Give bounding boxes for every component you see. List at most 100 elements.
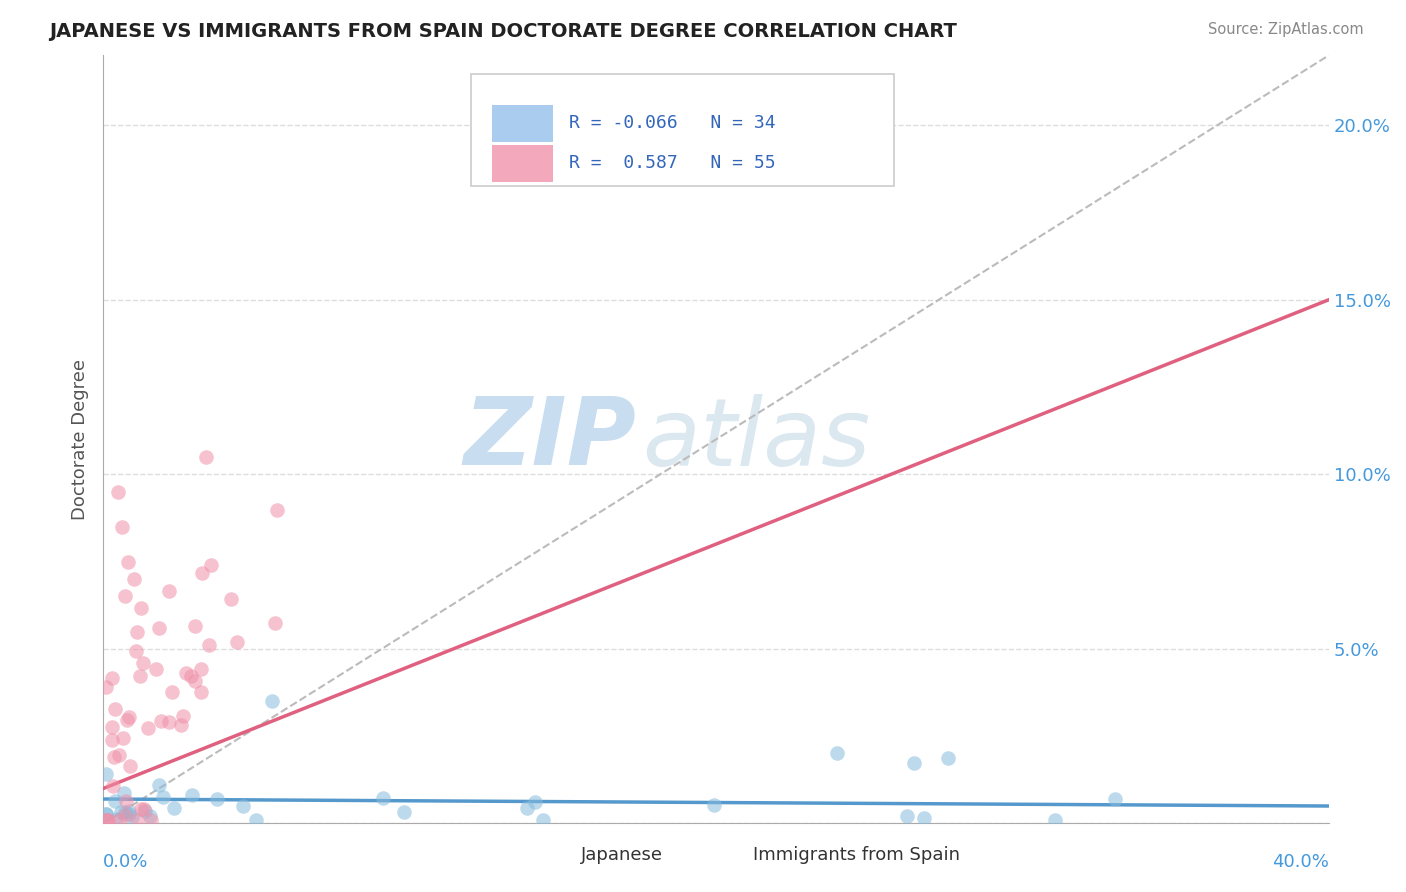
Point: [125, 813, 148, 827]
Point: [96, 813, 118, 827]
Point: [200, 558, 222, 572]
Point: [110, 519, 132, 533]
Point: [169, 718, 191, 732]
Point: [118, 804, 141, 818]
Point: [107, 484, 129, 499]
Bar: [492, 145, 553, 182]
Y-axis label: Doctorate Degree: Doctorate Degree: [72, 359, 89, 520]
Point: [117, 806, 139, 821]
Point: [245, 813, 267, 827]
Point: [139, 808, 162, 822]
Text: Japanese: Japanese: [581, 846, 664, 864]
Text: R =  0.587   N = 55: R = 0.587 N = 55: [569, 153, 776, 171]
Point: [180, 788, 202, 802]
Point: [149, 714, 172, 728]
Point: [232, 798, 254, 813]
Point: [172, 709, 194, 723]
Point: [263, 616, 285, 631]
Point: [825, 746, 848, 760]
Point: [117, 555, 139, 569]
Point: [110, 805, 132, 820]
Point: [371, 790, 394, 805]
Point: [197, 638, 219, 652]
Point: [180, 669, 202, 683]
Point: [101, 779, 124, 793]
Point: [114, 805, 136, 819]
Point: [129, 802, 152, 816]
Point: [190, 684, 212, 698]
Text: ZIP: ZIP: [464, 393, 637, 485]
Text: 40.0%: 40.0%: [1272, 853, 1329, 871]
Point: [96, 813, 118, 827]
Point: [207, 791, 229, 805]
Point: [531, 813, 554, 827]
Point: [96, 767, 118, 781]
Text: atlas: atlas: [643, 393, 870, 485]
Point: [145, 662, 167, 676]
Point: [103, 750, 125, 764]
Point: [111, 731, 134, 746]
Point: [219, 592, 242, 607]
Point: [1043, 813, 1066, 827]
Point: [104, 794, 127, 808]
Point: [101, 732, 124, 747]
Point: [1104, 792, 1126, 806]
Point: [129, 601, 152, 615]
Point: [132, 802, 155, 816]
Point: [191, 566, 214, 580]
Point: [183, 674, 205, 689]
Text: JAPANESE VS IMMIGRANTS FROM SPAIN DOCTORATE DEGREE CORRELATION CHART: JAPANESE VS IMMIGRANTS FROM SPAIN DOCTOR…: [49, 22, 957, 41]
Point: [703, 797, 725, 812]
Point: [524, 796, 547, 810]
Bar: [716, 844, 744, 866]
Point: [128, 669, 150, 683]
Point: [148, 778, 170, 792]
Point: [96, 813, 118, 827]
Point: [903, 756, 925, 770]
Point: [132, 656, 155, 670]
Point: [114, 590, 136, 604]
Bar: [492, 105, 553, 142]
Point: [174, 665, 197, 680]
Text: 0.0%: 0.0%: [103, 853, 149, 871]
Point: [125, 644, 148, 658]
Point: [896, 809, 918, 823]
Point: [163, 801, 186, 815]
Point: [107, 748, 129, 763]
Text: Source: ZipAtlas.com: Source: ZipAtlas.com: [1208, 22, 1364, 37]
Point: [101, 720, 124, 734]
Point: [96, 807, 118, 822]
Bar: [544, 844, 571, 866]
Text: R = -0.066   N = 34: R = -0.066 N = 34: [569, 114, 776, 132]
Point: [115, 713, 138, 727]
Point: [114, 808, 136, 822]
Point: [912, 811, 935, 825]
Point: [936, 751, 959, 765]
Point: [121, 810, 143, 824]
Point: [104, 813, 127, 827]
Point: [127, 624, 149, 639]
Point: [194, 450, 217, 464]
Point: [148, 621, 170, 635]
Point: [138, 721, 160, 735]
Point: [152, 789, 174, 804]
Point: [516, 801, 538, 815]
Point: [118, 710, 141, 724]
Point: [96, 681, 118, 695]
Point: [103, 702, 125, 716]
Point: [139, 813, 162, 827]
Point: [122, 572, 145, 586]
Point: [260, 694, 283, 708]
Point: [266, 503, 288, 517]
Text: Immigrants from Spain: Immigrants from Spain: [754, 846, 960, 864]
Point: [226, 635, 249, 649]
Point: [112, 786, 135, 800]
Point: [108, 813, 131, 827]
Point: [160, 685, 183, 699]
FancyBboxPatch shape: [471, 74, 894, 186]
Point: [96, 806, 118, 821]
Point: [120, 758, 142, 772]
Point: [134, 804, 156, 818]
Point: [100, 671, 122, 685]
Point: [157, 714, 180, 729]
